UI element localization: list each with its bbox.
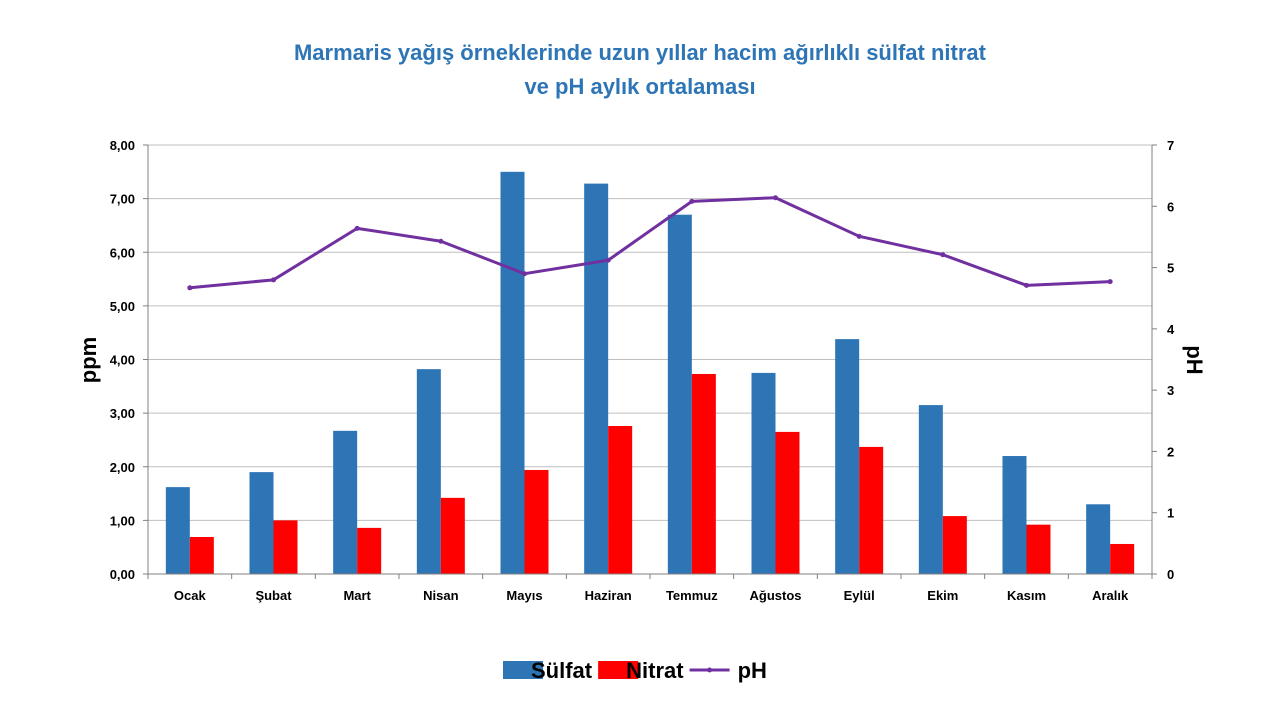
chart-title: Marmaris yağış örneklerinde uzun yıllar … [294,40,987,99]
y2-tick-label: 7 [1167,138,1174,153]
ph-point [856,233,862,239]
bar-s-lfat [751,372,776,574]
bar-nitrat [273,520,298,574]
bar-s-lfat [416,369,441,574]
bar-nitrat [691,373,716,574]
y2-tick-label: 0 [1167,567,1174,582]
bar-nitrat [608,425,633,574]
bar-nitrat [189,536,214,574]
legend-swatch-marker [707,667,713,673]
chart-title-line-1: Marmaris yağış örneklerinde uzun yıllar … [294,40,987,65]
y-tick-label: 7,00 [110,192,135,207]
chart-title-line-2: ve pH aylık ortalaması [524,74,755,99]
ph-point [605,257,611,263]
bar-nitrat [524,469,549,574]
bar-s-lfat [835,339,860,574]
bars [165,171,1135,575]
y-axis-title: ppm [76,337,101,383]
bar-s-lfat [667,214,692,574]
x-tick-label: Şubat [255,588,292,603]
ph-line [189,196,1111,290]
ph-point [1024,282,1029,288]
tick-labels: 0,00 1,00 2,00 3,00 4,00 5,00 6,00 7,00 8,00 0 1 2 3… [110,138,1175,603]
ph-point [271,277,276,283]
ph-point [773,195,778,201]
legend: Sülfat Nitrat pH [503,658,767,683]
legend-label: Nitrat [626,658,684,683]
legend-swatch [598,661,639,679]
grid-lines [148,144,1152,521]
bar-s-lfat [500,171,525,574]
y-tick-label: 0,00 [110,567,135,582]
x-tick-label: Ağustos [750,588,802,603]
y-tick-label: 1,00 [110,513,135,528]
y-tick-label: 2,00 [110,460,135,475]
bar-nitrat [1026,524,1051,574]
x-tick-label: Aralık [1092,588,1129,603]
legend-swatch [503,661,543,679]
y2-tick-label: 4 [1167,322,1175,337]
x-tick-label: Mart [343,588,371,603]
bar-s-lfat [165,487,190,574]
x-tick-label: Mayıs [506,588,542,603]
ph-point [438,238,444,244]
y-tick-label: 3,00 [110,406,135,421]
bar-s-lfat [918,405,943,574]
y2-tick-label: 6 [1167,199,1174,214]
x-tick-label: Kasım [1007,588,1046,603]
ph-point [187,285,193,291]
bar-nitrat [357,527,382,574]
y-tick-label: 5,00 [110,299,135,314]
x-tick-label: Haziran [585,588,632,603]
x-tick-label: Ocak [174,588,207,603]
bar-nitrat [942,516,967,574]
bar-nitrat [1110,543,1135,574]
x-tick-label: Temmuz [666,588,718,603]
ph-point [354,225,360,231]
bar-s-lfat [333,430,358,574]
bar-s-lfat [584,183,609,575]
legend-label: pH [738,658,767,683]
y-tick-label: 8,00 [110,138,135,153]
ph-line-series [187,195,1113,291]
ph-point [689,198,695,204]
bar-nitrat [775,431,800,574]
bar-s-lfat [249,472,274,574]
x-tick-label: Nisan [423,588,458,603]
y2-tick-label: 1 [1167,506,1174,521]
y2-axis-title: pH [1182,345,1207,374]
ph-point [522,271,527,277]
y-tick-label: 4,00 [110,353,135,368]
y2-tick-label: 3 [1167,383,1174,398]
bar-s-lfat [1086,504,1111,574]
x-tick-label: Ekim [927,588,958,603]
y2-tick-label: 5 [1167,261,1174,276]
ph-point [1107,279,1113,285]
bar-nitrat [440,497,465,574]
bar-s-lfat [1002,456,1027,574]
bar-nitrat [859,446,884,574]
y-tick-label: 6,00 [110,245,135,260]
axes [143,144,1157,579]
legend-label: Sülfat [531,658,593,683]
x-tick-label: Eylül [844,588,875,603]
y2-tick-label: 2 [1167,444,1174,459]
ph-point [940,252,946,258]
